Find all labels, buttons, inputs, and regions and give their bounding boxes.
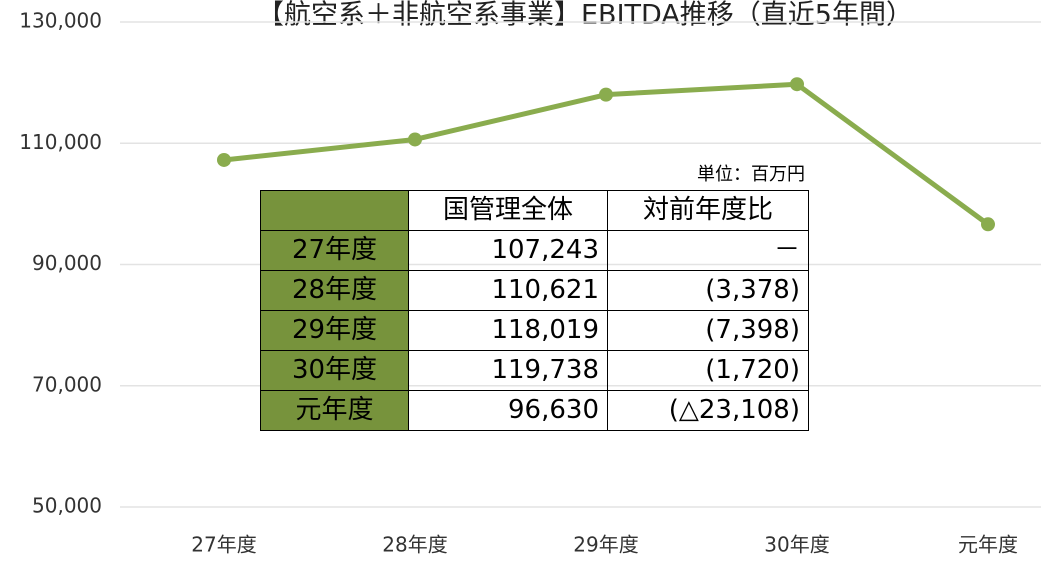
- y-tick-label: 90,000: [32, 251, 102, 275]
- value-cell: 119,738: [408, 350, 608, 391]
- change-cell: (7,398): [607, 310, 809, 351]
- x-tick-label: 29年度: [573, 533, 638, 557]
- x-tick-label: 28年度: [382, 533, 447, 557]
- value-cell: 107,243: [408, 230, 608, 271]
- value-cell: 96,630: [408, 390, 608, 431]
- change-cell: －: [607, 230, 809, 271]
- table-row: 30年度 119,738 (1,720): [260, 350, 809, 391]
- row-label: 元年度: [260, 390, 409, 431]
- change-cell: (3,378): [607, 270, 809, 311]
- point: [599, 87, 613, 102]
- x-tick-label: 元年度: [958, 533, 1018, 557]
- y-tick-label: 130,000: [19, 9, 102, 33]
- data-table: 国管理全体 対前年度比 27年度 107,243 － 28年度 110,621 (3,378)…: [260, 190, 809, 431]
- x-tick-label: 27年度: [191, 533, 256, 557]
- point: [408, 132, 422, 147]
- table-row: 元年度 96,630 (△23,108): [260, 390, 809, 431]
- table-row: 28年度 110,621 (3,378): [260, 270, 809, 311]
- chart-title: 【航空系＋非航空系事業】EBITDA推移（直近5年間）: [257, 0, 913, 31]
- row-label: 28年度: [260, 270, 409, 311]
- value-cell: 110,621: [408, 270, 608, 311]
- point: [217, 152, 231, 167]
- table-row: 29年度 118,019 (7,398): [260, 310, 809, 351]
- x-tick-label: 30年度: [764, 533, 829, 557]
- corner-cell: [260, 190, 409, 231]
- row-label: 29年度: [260, 310, 409, 351]
- value-cell: 118,019: [408, 310, 608, 351]
- point: [790, 77, 804, 92]
- y-tick-label: 50,000: [32, 494, 102, 518]
- y-tick-label: 110,000: [19, 130, 102, 154]
- change-cell: (△23,108): [607, 390, 809, 431]
- unit-label: 単位：百万円: [697, 164, 805, 185]
- table-row: 27年度 107,243 －: [260, 230, 809, 271]
- row-label: 27年度: [260, 230, 409, 271]
- change-cell: (1,720): [607, 350, 809, 391]
- y-tick-label: 70,000: [32, 372, 102, 396]
- table-row: 国管理全体 対前年度比: [260, 190, 809, 231]
- header-cell: 国管理全体: [408, 190, 608, 231]
- row-label: 30年度: [260, 350, 409, 391]
- point: [981, 217, 995, 232]
- header-cell: 対前年度比: [607, 190, 809, 231]
